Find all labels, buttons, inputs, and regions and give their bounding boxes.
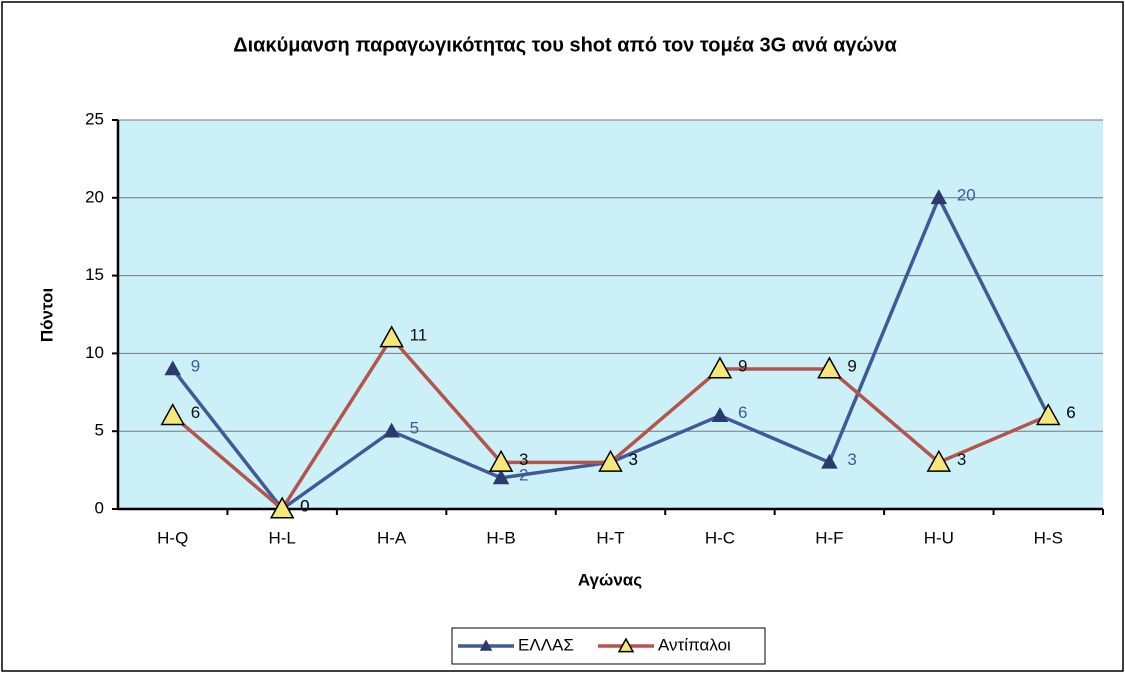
y-axis-label: Πόντοι: [37, 288, 56, 343]
marker: [1036, 403, 1061, 426]
data-label: 20: [957, 185, 976, 204]
data-label: 6: [1066, 403, 1075, 422]
marker: [707, 356, 733, 379]
x-tick-label: H-S: [1034, 528, 1063, 547]
marker: [598, 449, 623, 472]
marker: [160, 403, 185, 426]
y-tick-label: 5: [95, 421, 104, 440]
data-label: 9: [738, 356, 747, 375]
marker: [492, 469, 510, 485]
data-label: 2: [519, 465, 528, 484]
marker: [926, 449, 952, 472]
y-tick-label: 10: [85, 343, 104, 362]
legend-label: Αντίπαλοι: [658, 635, 731, 654]
data-label: 6: [191, 403, 200, 422]
data-label: 3: [957, 450, 966, 469]
legend-marker: [617, 637, 635, 653]
data-label: 11: [410, 325, 428, 344]
data-label: 6: [738, 403, 747, 422]
marker: [930, 189, 948, 205]
marker: [269, 496, 295, 519]
data-label: 3: [629, 450, 638, 469]
marker: [711, 407, 729, 422]
data-label: 3: [847, 450, 856, 469]
x-tick-label: H-F: [815, 528, 843, 547]
marker: [488, 449, 514, 472]
marker: [821, 453, 838, 469]
x-axis-label: Αγώνας: [578, 570, 642, 589]
chart-title: Διακύμανση παραγωγικότητας του shot από …: [233, 34, 897, 56]
x-tick-label: H-B: [486, 528, 515, 547]
marker: [817, 356, 842, 379]
legend-label: ΕΛΛΑΣ: [518, 635, 574, 654]
data-label: 3: [519, 450, 528, 469]
x-tick-label: H-T: [596, 528, 624, 547]
data-label: 9: [191, 356, 200, 375]
marker: [164, 360, 181, 376]
marker: [379, 325, 404, 348]
x-tick-label: H-Q: [157, 528, 188, 547]
y-tick-label: 0: [95, 498, 104, 517]
data-label: 9: [847, 356, 856, 375]
x-tick-label: H-U: [924, 528, 954, 547]
x-tick-label: H-C: [705, 528, 735, 547]
y-tick-label: 20: [85, 187, 104, 206]
x-tick-label: H-A: [377, 528, 407, 547]
legend-marker: [479, 639, 493, 651]
x-tick-label: H-L: [268, 528, 295, 547]
data-label: 0: [300, 496, 309, 515]
data-label: 5: [410, 419, 419, 438]
plot-area: [118, 120, 1103, 509]
y-tick-label: 25: [85, 109, 104, 128]
data-label: 6: [1066, 403, 1075, 422]
y-tick-label: 15: [85, 265, 104, 284]
data-label: 3: [629, 450, 638, 469]
data-label: 0: [300, 496, 309, 515]
marker: [383, 422, 400, 438]
